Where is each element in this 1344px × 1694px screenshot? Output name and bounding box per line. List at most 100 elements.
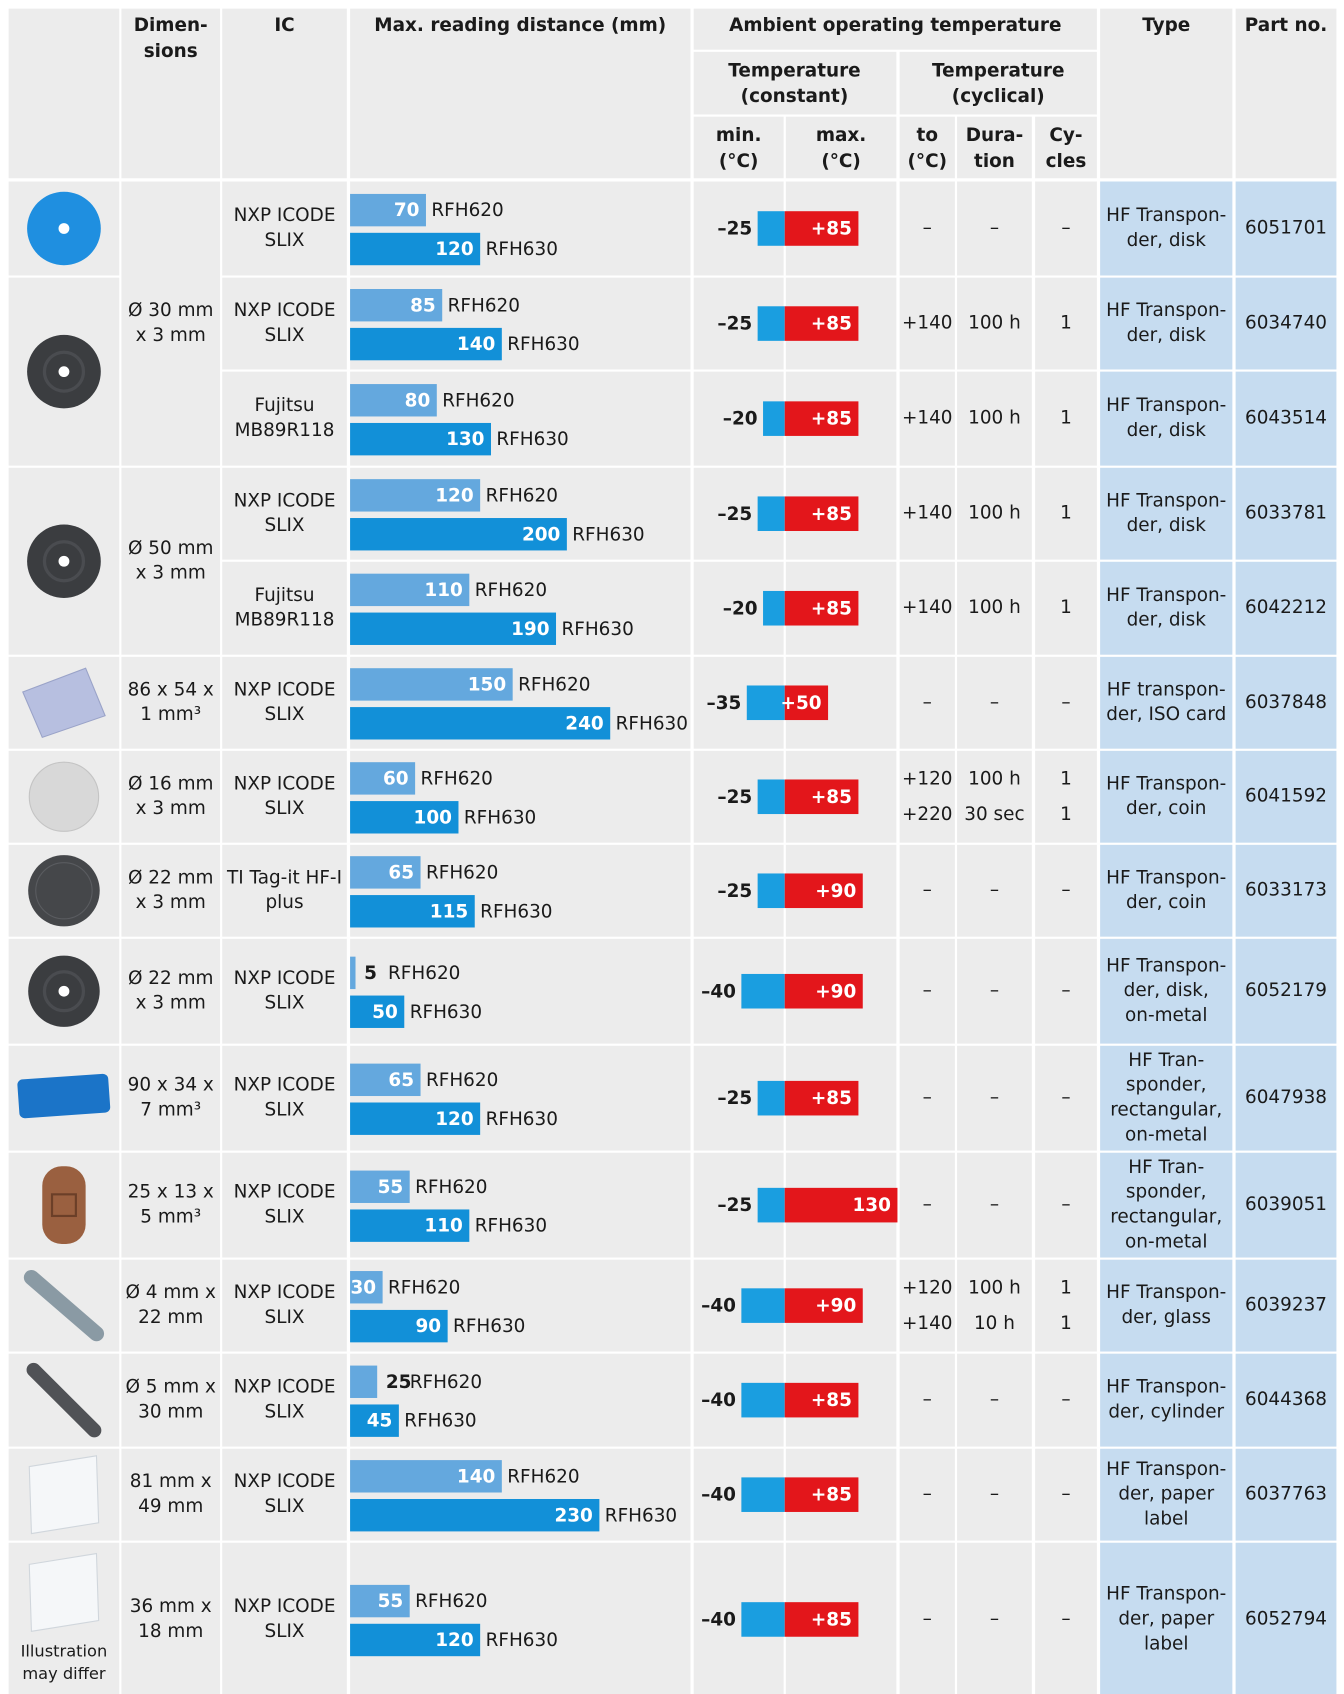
cell <box>957 844 1032 937</box>
dimensions: x 3 mm <box>136 993 206 1014</box>
reader: RFH630 <box>475 1216 547 1237</box>
dimensions: x 3 mm <box>136 892 206 913</box>
part-number: 6033173 <box>1245 880 1327 901</box>
ic: NXP ICODE <box>234 1182 336 1203</box>
cell <box>222 277 347 370</box>
cyclic-cycles: 1 <box>1060 313 1072 334</box>
cyclic-duration: 100 h <box>968 503 1021 524</box>
cyclic-cycles: – <box>1061 218 1070 239</box>
reading-value: 240 <box>565 713 603 734</box>
cell <box>785 116 897 179</box>
reading-value: 120 <box>435 485 473 506</box>
type: der, ISO card <box>1106 704 1226 725</box>
reading-bar <box>350 1063 421 1097</box>
cell <box>121 467 221 655</box>
cyclic-cycles: 1 <box>1060 503 1072 524</box>
cyclic-cycles: – <box>1061 1087 1070 1108</box>
product-image <box>28 1552 100 1632</box>
reading-value: 45 <box>367 1411 393 1432</box>
cyclic-duration: 10 h <box>974 1313 1015 1334</box>
max-temp: +85 <box>811 504 852 525</box>
reading-bar <box>350 193 426 227</box>
type: HF Tran- <box>1128 1157 1204 1178</box>
ic: SLIX <box>265 1402 305 1423</box>
max-temp: +85 <box>811 219 852 240</box>
reading-bar <box>350 707 611 740</box>
dimensions: 18 mm <box>138 1621 203 1642</box>
part-number: 6043514 <box>1245 408 1327 429</box>
reading-value: 115 <box>430 901 468 922</box>
max-temp: +90 <box>815 981 856 1002</box>
ic: SLIX <box>265 515 305 536</box>
max-temp-bar <box>784 1477 859 1512</box>
type: der, disk, <box>1124 980 1209 1001</box>
reading-value: 130 <box>446 429 484 450</box>
type: HF transpon- <box>1107 679 1226 700</box>
reading-value: 140 <box>457 1466 495 1487</box>
max-temp-bar <box>784 590 859 626</box>
part-number: 6041592 <box>1245 786 1327 807</box>
type: HF Transpon- <box>1106 300 1226 321</box>
type: rectangular, <box>1110 1100 1222 1121</box>
cyclic-duration: – <box>990 1087 999 1108</box>
cell <box>222 561 347 655</box>
reading-value: 65 <box>388 1070 414 1091</box>
cyclic-duration: – <box>990 692 999 713</box>
type: der, disk <box>1127 325 1207 346</box>
header-label: Max. reading distance (mm) <box>374 15 666 36</box>
reading-value: 200 <box>522 524 560 545</box>
min-temp: –40 <box>701 1390 736 1411</box>
max-temp: +90 <box>815 881 856 902</box>
cell <box>1100 750 1233 843</box>
max-temp: +50 <box>781 693 822 714</box>
cyclic-duration: – <box>990 1389 999 1410</box>
dimensions: Ø 50 mm <box>128 538 213 559</box>
cell <box>1035 1259 1097 1352</box>
product-image <box>26 1362 102 1438</box>
max-temp: +85 <box>811 1610 852 1631</box>
max-temp-bar <box>784 1288 863 1323</box>
cyclic-to: – <box>923 1484 932 1505</box>
header-label: (°C) <box>719 151 759 172</box>
cell <box>121 8 221 179</box>
type: on-metal <box>1125 1005 1207 1026</box>
cyclic-duration: 100 h <box>968 408 1021 429</box>
min-temp-bar <box>757 1187 785 1223</box>
cyclic-cycles: 1 <box>1060 768 1072 789</box>
cell <box>899 750 955 843</box>
dimensions: 25 x 13 x <box>128 1182 214 1203</box>
reader: RFH620 <box>426 862 498 883</box>
max-temp: +85 <box>811 787 852 808</box>
ic: NXP ICODE <box>234 679 336 700</box>
coin <box>28 855 100 927</box>
cell <box>899 1152 955 1258</box>
cell <box>1235 277 1337 370</box>
cell <box>222 181 347 276</box>
coin <box>28 761 100 832</box>
reading-value: 190 <box>511 619 549 640</box>
cell <box>957 750 1032 843</box>
hole <box>58 366 70 378</box>
paper <box>28 1455 100 1535</box>
type: HF Transpon- <box>1106 1377 1226 1398</box>
type: HF Transpon- <box>1106 490 1226 511</box>
max-temp-bar <box>784 1382 859 1418</box>
header-label: (°C) <box>907 151 947 172</box>
cell <box>899 1448 955 1541</box>
reader: RFH620 <box>410 1372 482 1393</box>
ic: MB89R118 <box>235 610 335 631</box>
reader: RFH630 <box>486 1109 558 1130</box>
cyclic-duration: 30 sec <box>964 804 1024 825</box>
min-temp: –40 <box>701 1610 736 1631</box>
tag <box>42 1166 86 1245</box>
type: der, cylinder <box>1108 1402 1224 1423</box>
cell <box>957 467 1032 560</box>
cell <box>957 1542 1032 1694</box>
cell <box>1100 1542 1233 1694</box>
product-image <box>28 855 100 927</box>
type: der, disk <box>1127 610 1207 631</box>
dimensions: x 3 mm <box>136 325 206 346</box>
max-temp: +85 <box>811 598 852 619</box>
type: der, paper <box>1118 1484 1214 1505</box>
max-temp: +85 <box>811 1485 852 1506</box>
